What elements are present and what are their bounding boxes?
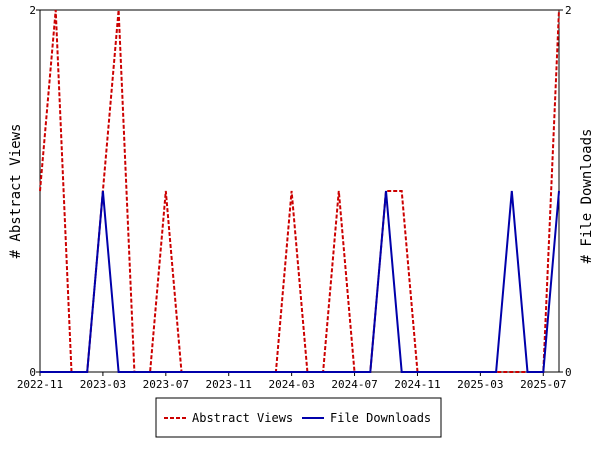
- legend-label-abstract-views: Abstract Views: [192, 411, 293, 425]
- x-tick-label: 2024-11: [394, 378, 440, 391]
- series-lines: [39, 9, 560, 373]
- x-tick-label: 2023-03: [80, 378, 126, 391]
- x-tick-label: 2025-03: [457, 378, 503, 391]
- y-tick-label: 2: [29, 4, 36, 17]
- plot-area: [39, 9, 560, 373]
- y-axis-ticks: 0 2 0 2: [29, 4, 571, 379]
- y-tick-label: 0: [29, 366, 36, 379]
- legend: Abstract Views File Downloads: [155, 397, 442, 438]
- x-tick-label: 2024-03: [268, 378, 314, 391]
- x-tick-label: 2023-07: [143, 378, 189, 391]
- x-tick-label: 2025-07: [520, 378, 566, 391]
- x-tick-label: 2024-07: [331, 378, 377, 391]
- y2-tick-label: 2: [565, 4, 572, 17]
- legend-box: [155, 397, 442, 438]
- x-tick-label: 2023-11: [206, 378, 252, 391]
- y-axis-title: # Abstract Views: [8, 124, 24, 259]
- series-line-abstract-views: [39, 9, 560, 373]
- x-tick-label: 2022-11: [17, 378, 63, 391]
- y2-axis-title: # File Downloads: [579, 129, 595, 264]
- y2-tick-label: 0: [565, 366, 572, 379]
- x-axis-ticks: 2022-11 2023-03 2023-07 2023-11 2024-03 2024-…: [17, 372, 566, 391]
- series-line-file-downloads: [40, 190, 560, 373]
- legend-label-file-downloads: File Downloads: [330, 411, 431, 425]
